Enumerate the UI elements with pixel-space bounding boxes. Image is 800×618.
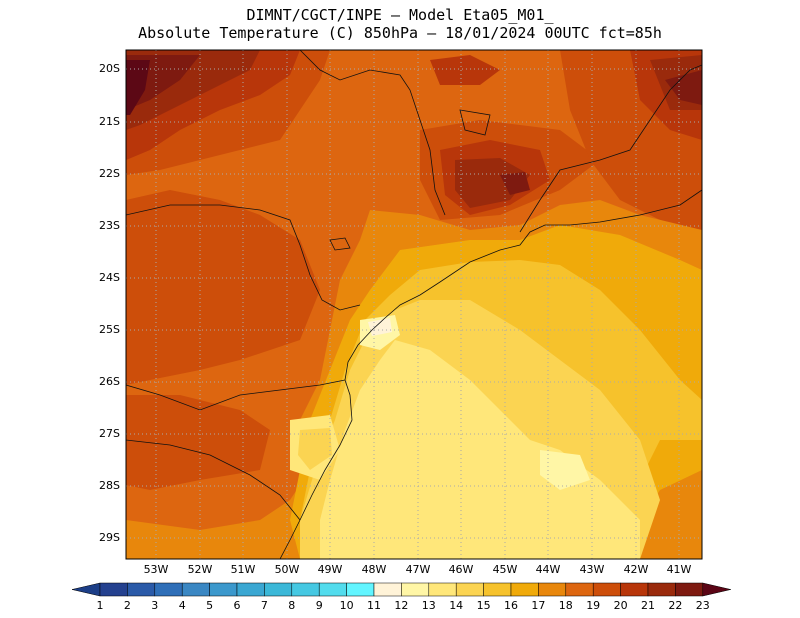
lon-label: 51W [230, 563, 256, 576]
colorbar-swatch [318, 582, 347, 597]
lon-label: 53W [143, 563, 169, 576]
lon-label: 45W [492, 563, 518, 576]
lat-label: 23S [99, 219, 120, 232]
lat-label: 26S [99, 375, 120, 388]
colorbar-swatch [209, 582, 238, 597]
state-border-3 [126, 439, 301, 521]
field-19-west [126, 190, 320, 385]
lat-label: 29S [99, 531, 120, 544]
colorbar-tick-label: 2 [123, 599, 131, 612]
colorbar-swatch [154, 582, 183, 597]
title-line-1: DIMNT/CGCT/INPE – Model Eta05_M01_ [246, 6, 554, 24]
colorbar-tick-label: 23 [695, 599, 710, 612]
colorbar-tick-label: 6 [233, 599, 241, 612]
colorbar-tick-label: 11 [367, 599, 381, 612]
colorbar-tick-label: 20 [613, 599, 628, 612]
state-border-2 [126, 379, 346, 411]
boundaries [126, 50, 702, 559]
colorbar-tick-label: 21 [641, 599, 655, 612]
lat-label: 21S [99, 115, 120, 128]
lat-label: 27S [99, 427, 120, 440]
field-23-northwest [126, 60, 150, 115]
lon-label: 47W [405, 563, 431, 576]
lake-1 [329, 237, 351, 251]
lon-label: 44W [535, 563, 561, 576]
lat-label: 28S [99, 479, 120, 492]
colorbar-tick-label: 17 [531, 599, 546, 612]
colorbar-swatch [428, 582, 457, 597]
colorbar-tick-label: 12 [394, 599, 409, 612]
title-line-2: Absolute Temperature (C) 850hPa – 18/01/… [138, 24, 662, 42]
colorbar-swatch [264, 582, 293, 597]
state-border-4 [299, 50, 446, 216]
colorbar-swatch [455, 582, 484, 597]
temperature-field [126, 50, 702, 559]
lon-label: 43W [579, 563, 605, 576]
colorbar-tick-label: 7 [260, 599, 268, 612]
colorbar-swatch [401, 582, 430, 597]
colorbar-swatch [592, 582, 621, 597]
field-12-south [540, 450, 590, 490]
colorbar [71, 582, 731, 597]
field-14-cold-ring [298, 428, 332, 470]
lon-label: 48W [361, 563, 387, 576]
colorbar-swatch [565, 582, 594, 597]
colorbar-swatch [127, 582, 156, 597]
colorbar-swatch [373, 582, 402, 597]
field-13-south [420, 430, 640, 559]
grid-lines [126, 50, 702, 559]
lon-label: 49W [317, 563, 343, 576]
state-border-1 [126, 204, 361, 311]
field-19-southwest [126, 395, 270, 490]
lon-label: 46W [448, 563, 474, 576]
colorbar-swatch [675, 582, 704, 597]
colorbar-swatch [483, 582, 512, 597]
lon-label: 41W [666, 563, 692, 576]
colorbar-tick-label: 15 [476, 599, 491, 612]
colorbar-swatch [647, 582, 676, 597]
colorbar-tick-label: 14 [449, 599, 464, 612]
colorbar-tick-label: 16 [504, 599, 518, 612]
colorbar-tick-label: 8 [288, 599, 296, 612]
colorbar-tick-label: 4 [178, 599, 186, 612]
plot-frame [125, 49, 703, 560]
colorbar-swatch [291, 582, 320, 597]
lat-label: 20S [99, 62, 120, 75]
colorbar-swatch [99, 582, 128, 597]
colorbar-swatch [538, 582, 567, 597]
state-border-5 [519, 64, 702, 233]
field-22-east [665, 70, 702, 105]
lake-2 [459, 109, 491, 136]
colorbar-arrow-right [702, 582, 731, 597]
coastline [279, 189, 702, 559]
colorbar-swatch [181, 582, 210, 597]
field-20-north-center [430, 55, 500, 85]
colorbar-tick-label: 10 [339, 599, 354, 612]
lat-label: 25S [99, 323, 120, 336]
lat-label: 24S [99, 271, 120, 284]
colorbar-swatch [236, 582, 265, 597]
colorbar-arrow-left [71, 582, 101, 597]
colorbar-swatch [510, 582, 539, 597]
field-22-peak [500, 172, 530, 195]
lon-label: 50W [274, 563, 300, 576]
colorbar-tick-label: 19 [586, 599, 601, 612]
field-21-center [455, 158, 530, 208]
colorbar-tick-label: 3 [151, 599, 159, 612]
colorbar-tick-label: 5 [206, 599, 214, 612]
lon-label: 42W [623, 563, 649, 576]
colorbar-tick-label: 1 [96, 599, 104, 612]
colorbar-tick-label: 22 [668, 599, 683, 612]
lat-label: 22S [99, 167, 120, 180]
colorbar-tick-label: 9 [315, 599, 323, 612]
colorbar-tick-label: 18 [558, 599, 573, 612]
lon-label: 52W [187, 563, 213, 576]
colorbar-swatch [620, 582, 649, 597]
colorbar-swatch [346, 582, 375, 597]
colorbar-tick-label: 13 [421, 599, 436, 612]
